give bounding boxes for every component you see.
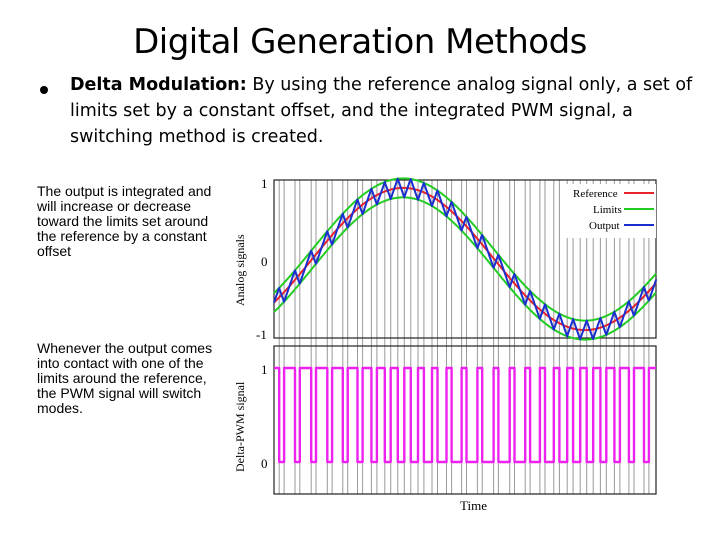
bullet-body: By using the reference analog signal onl… <box>70 75 693 147</box>
legend-label-limits: Limits <box>593 204 622 216</box>
pwm-signal-line <box>274 366 656 464</box>
legend-label-reference: Reference <box>573 188 618 200</box>
analog-ytick-minus1: -1 <box>256 327 267 342</box>
analog-series <box>273 177 657 341</box>
pwm-ytick-0: 0 <box>261 456 268 471</box>
pwm-y-axis-label: Delta-PWM signal <box>233 381 247 472</box>
output-line <box>273 177 657 341</box>
slide-title: Digital Generation Methods <box>133 22 587 62</box>
bullet-bold-term: Delta Modulation: <box>70 75 247 95</box>
analog-ytick-0: 0 <box>261 254 268 269</box>
pwm-series <box>274 366 656 464</box>
note-switching: Whenever the output comes into contact w… <box>37 340 213 416</box>
note-integration: The output is integrated and will increa… <box>37 183 212 259</box>
analog-y-axis-label: Analog signals <box>233 234 247 306</box>
bullet-point-icon <box>40 86 48 94</box>
pwm-plot-frame <box>273 345 657 495</box>
x-axis-label: Time <box>460 498 487 513</box>
delta-modulation-chart: 1 0 -1 1 0 Analog signals Delta-PWM sign… <box>233 176 657 513</box>
upper-limit-line <box>273 177 657 322</box>
bullet-text: Delta Modulation: By using the reference… <box>70 72 700 150</box>
analog-ytick-1: 1 <box>261 176 268 191</box>
pwm-ytick-1: 1 <box>261 362 268 377</box>
chart-legend: Reference Limits Output <box>566 184 656 238</box>
legend-label-output: Output <box>589 220 620 232</box>
